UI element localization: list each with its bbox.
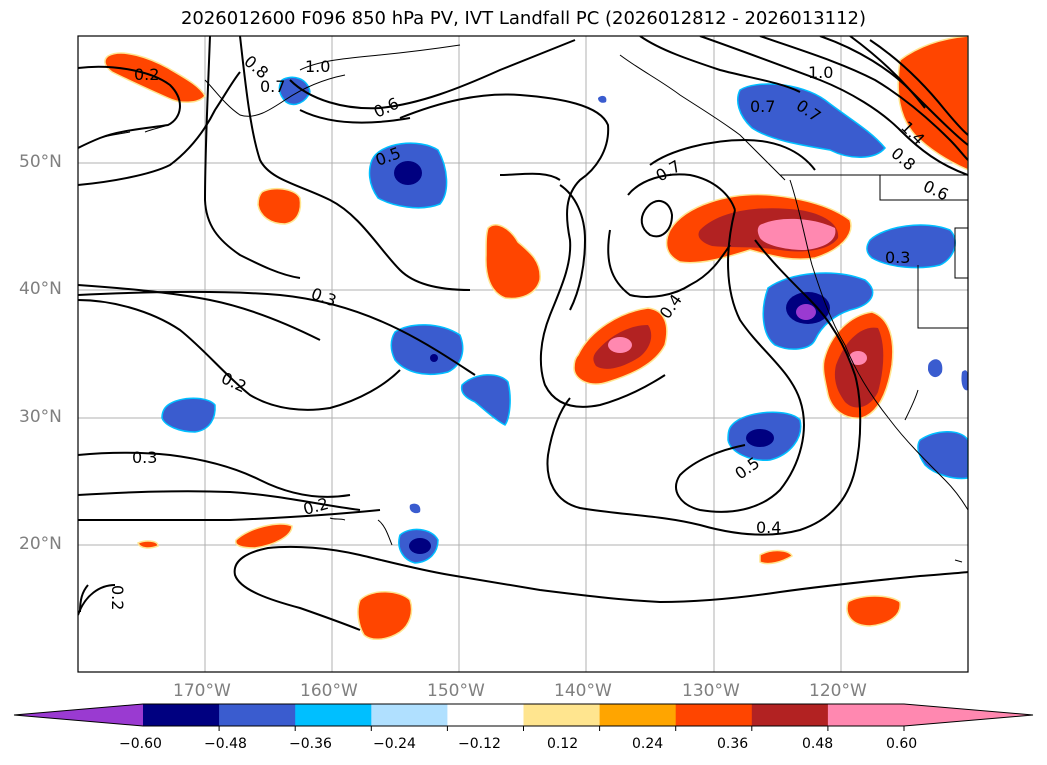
contour-label: 0.7	[260, 77, 285, 96]
colorbar-extend-max	[904, 704, 1033, 726]
colorbar-tick-label: −0.24	[373, 736, 416, 752]
colorbar-tick-label: −0.48	[204, 736, 247, 752]
contour-label: 0.2	[134, 65, 159, 84]
colorbar-tick-label: 0.36	[717, 736, 749, 752]
colorbar-tick-label: 0.12	[547, 736, 579, 752]
colorbar-segment	[447, 704, 524, 726]
colorbar-segment	[219, 704, 296, 726]
colorbar-tick-label: −0.12	[458, 736, 501, 752]
colorbar-tick-label: 0.48	[802, 736, 834, 752]
colorbar-segment	[523, 704, 601, 726]
pv-contours	[78, 36, 968, 631]
contour-label: 0.3	[132, 448, 157, 467]
colorbar-tick-label: 0.60	[886, 736, 918, 752]
coastlines	[99, 44, 968, 563]
colorbar-segment	[143, 704, 220, 726]
lat-label-20n: 20°N	[19, 534, 62, 554]
colorbar-tick-label: −0.36	[289, 736, 332, 752]
lat-label-50n: 50°N	[19, 152, 62, 172]
negative-pv-areas	[161, 76, 968, 564]
colorbar-segment	[675, 704, 753, 726]
lon-label-120w: 120°W	[809, 681, 867, 701]
map-frame	[77, 35, 969, 673]
colorbar	[13, 703, 1034, 731]
contour-label: 0.7	[750, 97, 775, 116]
positive-pv-areas	[104, 36, 968, 640]
lon-label-140w: 140°W	[554, 681, 612, 701]
lat-label-30n: 30°N	[19, 407, 62, 427]
colorbar-extend-min	[14, 704, 143, 726]
contour-label: 0.2	[108, 585, 127, 610]
lat-label-40n: 40°N	[19, 279, 62, 299]
lon-label-170w: 170°W	[173, 681, 231, 701]
lon-label-150w: 150°W	[427, 681, 485, 701]
colorbar-segment	[827, 704, 905, 726]
lon-label-160w: 160°W	[300, 681, 358, 701]
lon-label-130w: 130°W	[682, 681, 740, 701]
contour-label: 0.4	[756, 518, 781, 537]
map-title: 2026012600 F096 850 hPa PV, IVT Landfall…	[180, 8, 867, 29]
contour-label: 1.0	[305, 57, 330, 76]
colorbar-segment	[751, 704, 829, 726]
contour-label: 0.3	[885, 248, 910, 267]
contour-label: 1.0	[808, 63, 833, 82]
colorbar-segment	[295, 704, 372, 726]
colorbar-segment	[599, 704, 677, 726]
colorbar-tick-label: 0.24	[632, 736, 664, 752]
colorbar-segment	[371, 704, 448, 726]
colorbar-tick-label: −0.60	[119, 736, 162, 752]
